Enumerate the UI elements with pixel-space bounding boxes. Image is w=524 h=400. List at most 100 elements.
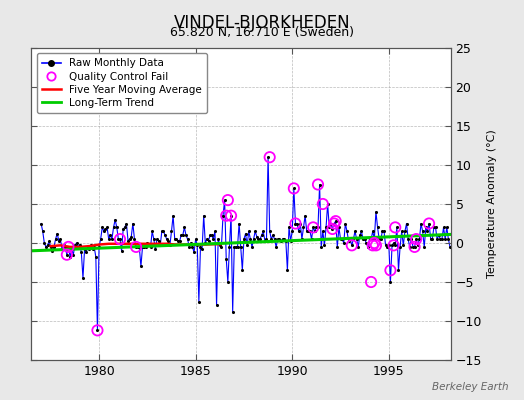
- Point: [51, 236, 60, 242]
- Point: [208, 232, 216, 238]
- Point: [407, 236, 416, 242]
- Point: [344, 238, 353, 244]
- Point: [54, 238, 63, 244]
- Point: [116, 236, 124, 242]
- Point: [209, 236, 217, 242]
- Point: [315, 181, 324, 188]
- Point: [211, 228, 219, 234]
- Point: [141, 244, 150, 250]
- Point: [111, 216, 119, 223]
- Point: [232, 244, 240, 250]
- Point: [375, 236, 384, 242]
- Point: [240, 236, 248, 242]
- Point: [438, 236, 446, 242]
- Point: [325, 224, 333, 230]
- Point: [116, 236, 124, 242]
- Point: [294, 228, 303, 234]
- Point: [245, 228, 253, 234]
- Point: [212, 302, 221, 309]
- Point: [222, 212, 231, 219]
- Point: [388, 242, 396, 248]
- Point: [291, 220, 300, 227]
- Point: [104, 236, 113, 242]
- Point: [224, 279, 232, 285]
- Point: [224, 197, 232, 203]
- Point: [419, 228, 427, 234]
- Point: [259, 228, 267, 234]
- Point: [106, 232, 115, 238]
- Point: [114, 236, 123, 242]
- Point: [288, 228, 297, 234]
- Point: [166, 242, 174, 248]
- Point: [311, 228, 319, 234]
- Point: [431, 224, 440, 230]
- Point: [263, 236, 271, 242]
- Point: [217, 244, 226, 250]
- Point: [266, 154, 274, 160]
- Point: [380, 228, 388, 234]
- Point: [328, 226, 336, 232]
- Point: [214, 236, 222, 242]
- Point: [314, 181, 322, 188]
- Point: [215, 242, 224, 248]
- Point: [386, 267, 395, 274]
- Point: [75, 241, 84, 248]
- Point: [351, 228, 359, 234]
- Point: [330, 220, 339, 227]
- Point: [167, 228, 176, 234]
- Point: [162, 236, 171, 242]
- Point: [323, 201, 332, 207]
- Point: [117, 248, 126, 254]
- Point: [85, 246, 94, 252]
- Point: [100, 228, 108, 234]
- Point: [401, 228, 409, 234]
- Point: [95, 244, 103, 250]
- Point: [230, 244, 238, 250]
- Point: [132, 244, 140, 250]
- Point: [77, 249, 85, 256]
- Point: [253, 234, 261, 240]
- Point: [227, 212, 235, 219]
- Point: [56, 236, 64, 242]
- Point: [140, 244, 148, 250]
- Point: [314, 224, 322, 230]
- Point: [236, 244, 245, 250]
- Point: [98, 224, 106, 230]
- Point: [201, 240, 210, 246]
- Point: [53, 230, 61, 237]
- Point: [420, 244, 429, 250]
- Point: [170, 236, 179, 242]
- Point: [368, 228, 377, 234]
- Point: [64, 244, 73, 250]
- Point: [409, 244, 417, 250]
- Point: [347, 242, 356, 248]
- Y-axis label: Temperature Anomaly (°C): Temperature Anomaly (°C): [487, 130, 497, 278]
- Point: [433, 236, 441, 242]
- Point: [443, 224, 451, 230]
- Point: [242, 230, 250, 237]
- Point: [332, 218, 340, 224]
- Point: [198, 246, 206, 252]
- Point: [48, 248, 57, 254]
- Point: [338, 236, 346, 242]
- Point: [280, 236, 288, 242]
- Point: [415, 236, 423, 242]
- Point: [243, 242, 252, 248]
- Point: [132, 244, 140, 250]
- Point: [312, 224, 321, 230]
- Point: [385, 242, 393, 248]
- Point: [370, 236, 378, 242]
- Point: [291, 220, 300, 227]
- Point: [176, 238, 184, 245]
- Point: [90, 244, 99, 250]
- Point: [275, 236, 283, 242]
- Legend: Raw Monthly Data, Quality Control Fail, Five Year Moving Average, Long-Term Tren: Raw Monthly Data, Quality Control Fail, …: [37, 53, 207, 113]
- Point: [270, 236, 279, 242]
- Point: [125, 236, 134, 242]
- Point: [196, 244, 205, 250]
- Point: [164, 238, 172, 245]
- Point: [40, 240, 49, 246]
- Point: [322, 224, 330, 230]
- Point: [320, 242, 329, 248]
- Point: [251, 228, 259, 234]
